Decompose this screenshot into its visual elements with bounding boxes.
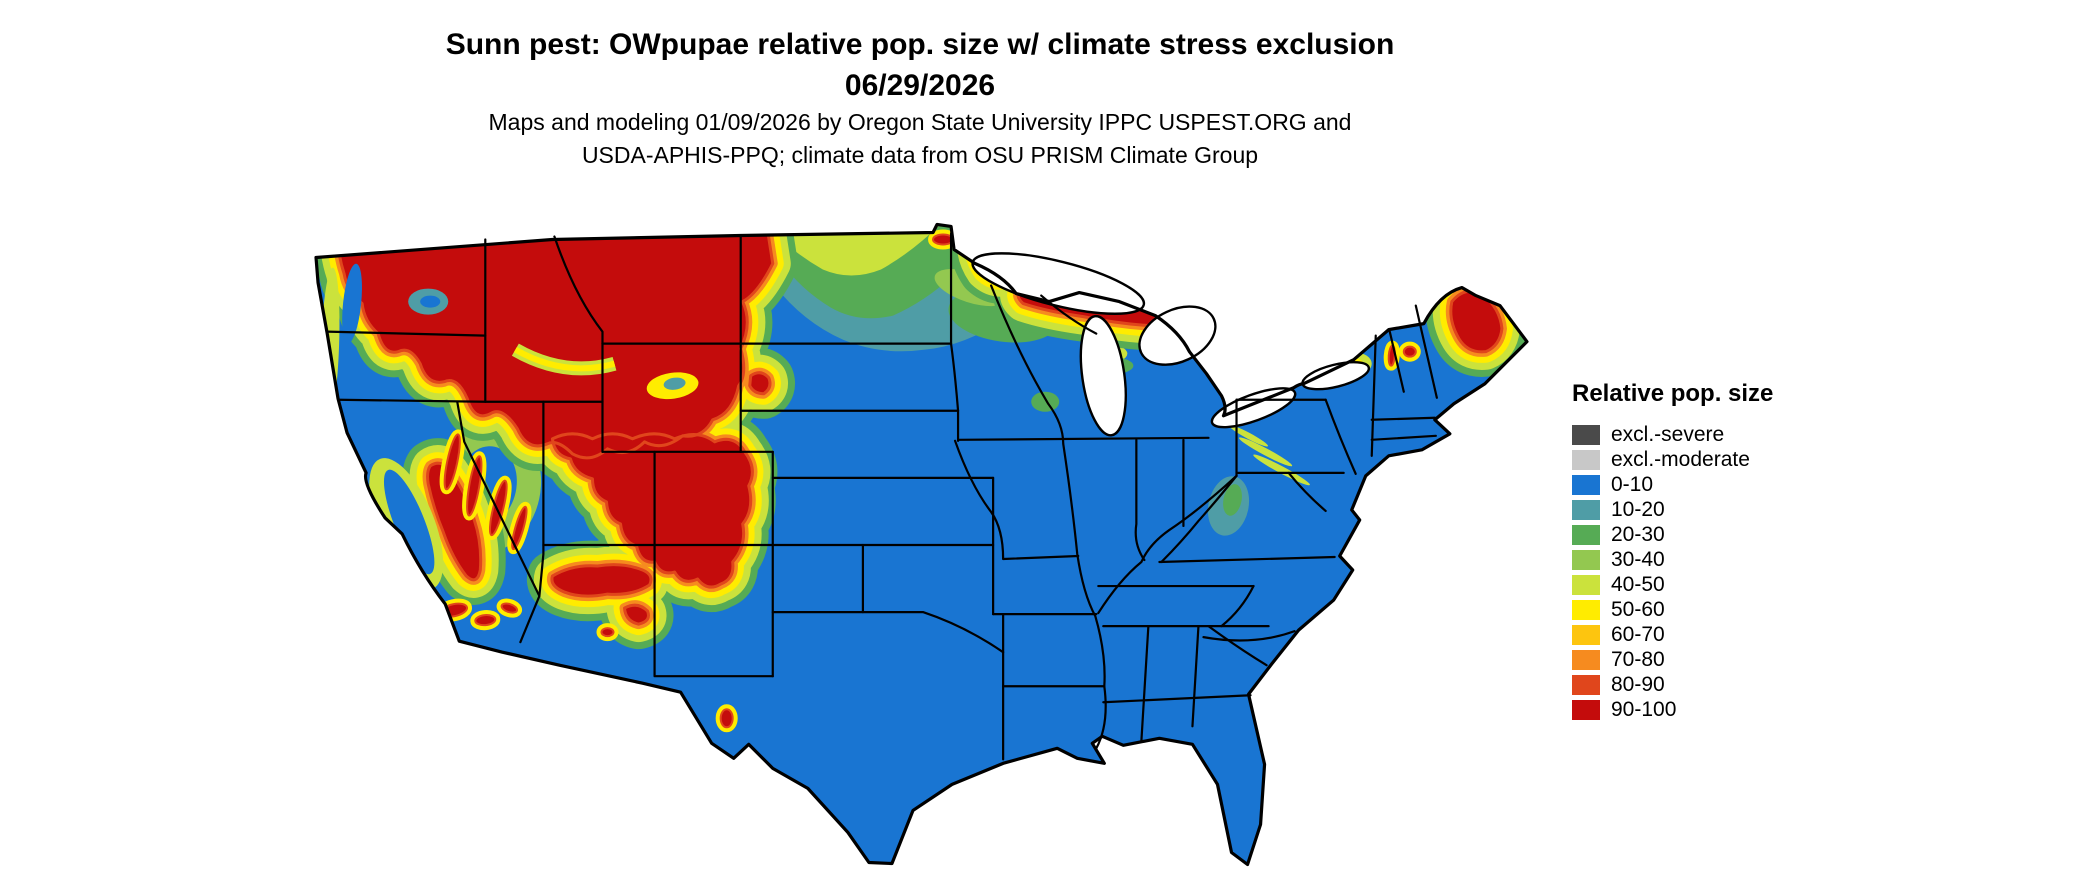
us-choropleth-map <box>314 222 1529 867</box>
population-raster <box>316 224 1527 865</box>
legend-entry: 50-60 <box>1572 597 1773 622</box>
legend-entry: 40-50 <box>1572 572 1773 597</box>
legend-swatch <box>1572 649 1600 670</box>
legend-entry: 10-20 <box>1572 497 1773 522</box>
legend-entry: 70-80 <box>1572 647 1773 672</box>
legend-label: 80-90 <box>1611 672 1665 696</box>
legend-swatch <box>1572 699 1600 720</box>
map-legend: Relative pop. size excl.-severe excl.-mo… <box>1572 380 1773 722</box>
legend-label: 20-30 <box>1611 522 1665 546</box>
legend-entry: 80-90 <box>1572 672 1773 697</box>
legend-title: Relative pop. size <box>1572 380 1774 407</box>
lake-erie <box>1210 387 1297 429</box>
legend-label: 90-100 <box>1611 697 1677 721</box>
legend-swatch <box>1572 424 1600 445</box>
legend-entry: excl.-moderate <box>1572 447 1773 472</box>
legend-label: 40-50 <box>1611 572 1665 596</box>
legend-label: 70-80 <box>1611 647 1665 671</box>
legend-entry: 60-70 <box>1572 622 1773 647</box>
legend-label: 10-20 <box>1611 497 1665 521</box>
legend-swatch <box>1572 524 1600 545</box>
legend-label: 60-70 <box>1611 622 1665 646</box>
title-block: Sunn pest: OWpupae relative pop. size w/… <box>0 24 1840 172</box>
legend-entries: excl.-severe excl.-moderate 0-10 10-20 2… <box>1572 422 1773 722</box>
legend-swatch <box>1572 599 1600 620</box>
credits-line1: Maps and modeling 01/09/2026 by Oregon S… <box>488 109 1352 135</box>
legend-label: 30-40 <box>1611 547 1665 571</box>
legend-swatch <box>1572 499 1600 520</box>
legend-label: excl.-moderate <box>1611 447 1750 471</box>
figure-title: Sunn pest: OWpupae relative pop. size w/… <box>445 28 1395 61</box>
legend-label: 50-60 <box>1611 597 1665 621</box>
state-boundaries <box>325 232 1438 761</box>
legend-swatch <box>1572 474 1600 495</box>
figure-date: 06/29/2026 <box>844 69 996 102</box>
legend-swatch <box>1572 674 1600 695</box>
legend-label: excl.-severe <box>1611 422 1725 446</box>
legend-entry: 20-30 <box>1572 522 1773 547</box>
legend-entry: 0-10 <box>1572 472 1773 497</box>
legend-swatch <box>1572 449 1600 470</box>
legend-swatch <box>1572 624 1600 645</box>
credits-line2: USDA-APHIS-PPQ; climate data from OSU PR… <box>581 142 1259 168</box>
legend-entry: 30-40 <box>1572 547 1773 572</box>
legend-label: 0-10 <box>1611 472 1654 496</box>
legend-swatch <box>1572 549 1600 570</box>
legend-entry: excl.-severe <box>1572 422 1773 447</box>
legend-entry: 90-100 <box>1572 697 1773 722</box>
lake-michigan <box>1079 314 1127 437</box>
legend-swatch <box>1572 574 1600 595</box>
